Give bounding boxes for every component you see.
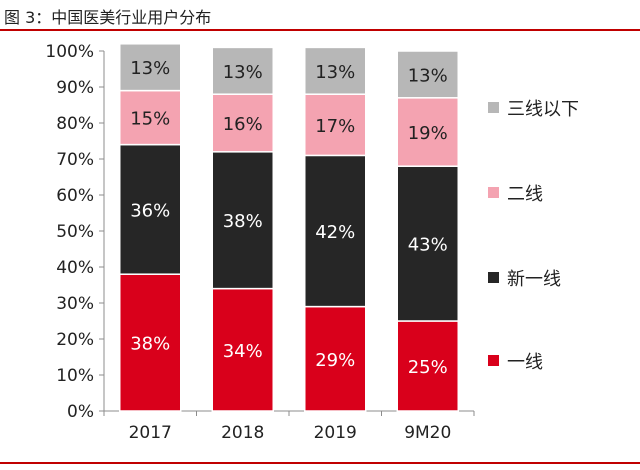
y-tick-label: 100% <box>45 42 94 62</box>
y-tick-label: 20% <box>56 330 94 350</box>
data-label: 15% <box>130 109 170 130</box>
x-tick-label: 2017 <box>129 423 172 443</box>
legend-label: 一线 <box>507 352 543 373</box>
x-tick-label: 2018 <box>221 423 264 443</box>
data-label: 29% <box>315 350 355 371</box>
y-tick-label: 60% <box>56 186 94 206</box>
bar-segment <box>211 46 274 95</box>
legend-label: 三线以下 <box>507 99 579 120</box>
bar-segment <box>211 151 274 290</box>
y-tick-label: 30% <box>56 294 94 314</box>
bar-segment <box>119 43 182 92</box>
data-label: 42% <box>315 222 355 243</box>
data-label: 17% <box>315 116 355 137</box>
legend-label: 二线 <box>507 184 543 205</box>
data-label: 16% <box>223 114 263 135</box>
bar-segment <box>396 97 459 167</box>
y-tick-label: 90% <box>56 78 94 98</box>
bar-segment <box>396 50 459 99</box>
bar-segment <box>304 46 367 95</box>
bar-segment <box>396 165 459 322</box>
data-label: 13% <box>315 62 355 83</box>
bar-segment <box>211 287 274 412</box>
legend-swatch <box>488 272 499 283</box>
data-label: 25% <box>408 357 448 378</box>
figure-title: 图 3：中国医美行业用户分布 <box>4 8 212 27</box>
data-label: 38% <box>130 334 170 355</box>
y-tick-label: 80% <box>56 114 94 134</box>
x-tick-label: 9M20 <box>404 423 451 443</box>
data-label: 13% <box>130 58 170 79</box>
y-tick-label: 40% <box>56 258 94 278</box>
data-label: 13% <box>223 62 263 83</box>
title-rule <box>0 29 640 31</box>
bar-segment <box>396 320 459 412</box>
data-label: 13% <box>408 65 448 86</box>
bar-segment <box>211 93 274 153</box>
x-tick-label: 2019 <box>314 423 357 443</box>
bar-segment <box>119 143 182 275</box>
legend-swatch <box>488 355 499 366</box>
y-tick-label: 70% <box>56 150 94 170</box>
legend-swatch <box>488 187 499 198</box>
bar-segment <box>119 89 182 146</box>
y-tick-label: 10% <box>56 366 94 386</box>
y-tick-label: 50% <box>56 222 94 242</box>
data-label: 38% <box>223 211 263 232</box>
bottom-rule <box>0 462 640 464</box>
bar-segment <box>304 154 367 308</box>
bar-segment <box>119 273 182 412</box>
legend-swatch <box>488 102 499 113</box>
data-label: 36% <box>130 200 170 221</box>
y-tick-label: 0% <box>67 402 94 422</box>
legend-label: 新一线 <box>507 269 561 290</box>
bar-segment <box>304 93 367 157</box>
data-label: 43% <box>408 235 448 256</box>
data-label: 19% <box>408 123 448 144</box>
data-label: 34% <box>223 341 263 362</box>
bar-segment <box>304 305 367 412</box>
